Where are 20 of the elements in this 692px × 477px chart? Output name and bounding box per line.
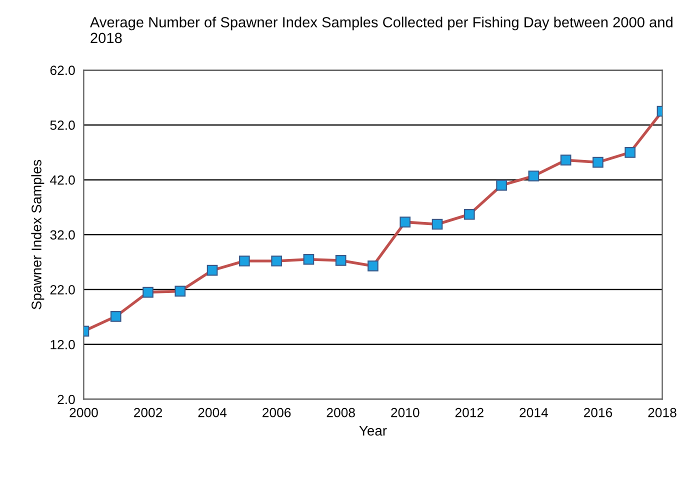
x-tick-label: 2010 xyxy=(391,408,420,418)
x-tick-label: 2002 xyxy=(134,408,162,418)
y-tick-label: 62.0 xyxy=(50,66,75,76)
y-tick-label: 32.0 xyxy=(50,230,75,240)
x-tick-label: 2012 xyxy=(455,408,484,418)
y-tick-label: 22.0 xyxy=(50,285,75,294)
y-tick-label: 12.0 xyxy=(50,340,75,350)
x-axis-title: Year xyxy=(359,426,387,436)
x-tick-label: 2000 xyxy=(70,408,98,418)
x-tick-label: 2018 xyxy=(648,408,676,418)
y-axis-title: Spawner Index Samples xyxy=(31,160,44,310)
y-tick-label: 52.0 xyxy=(50,120,75,130)
x-tick-label: 2006 xyxy=(262,408,291,418)
x-tick-label: 2008 xyxy=(326,408,355,418)
y-tick-label: 42.0 xyxy=(50,175,75,185)
x-tick-label: 2004 xyxy=(198,408,227,418)
chart-title: Average Number of Spawner Index Samples Collected per Fishing Day between 2000 and 2018 xyxy=(90,16,672,44)
y-tick-label: 2.0 xyxy=(58,394,75,404)
x-tick-label: 2016 xyxy=(584,408,612,418)
x-tick-label: 2014 xyxy=(520,408,548,418)
